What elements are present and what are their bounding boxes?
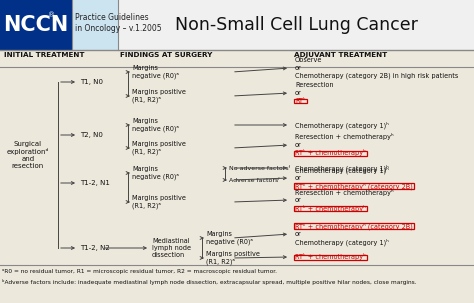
Text: Chemotherapy (category 1)ʰ: Chemotherapy (category 1)ʰ — [295, 166, 389, 174]
Text: Margins positive
(R1, R2)ᵃ: Margins positive (R1, R2)ᵃ — [132, 195, 186, 209]
Text: FINDINGS AT SURGERY: FINDINGS AT SURGERY — [120, 52, 212, 58]
Text: or: or — [295, 231, 302, 237]
Text: T1, N0: T1, N0 — [80, 79, 103, 85]
Text: or: or — [295, 90, 302, 96]
Text: or: or — [295, 142, 302, 148]
Text: T2, N0: T2, N0 — [80, 132, 103, 138]
Text: Margins
negative (R0)ᵃ: Margins negative (R0)ᵃ — [132, 65, 179, 79]
Text: Margins positive
(R1, R2)ᵃ: Margins positive (R1, R2)ᵃ — [132, 141, 186, 155]
Text: or: or — [295, 175, 302, 181]
Text: Margins
negative (R0)ᵃ: Margins negative (R0)ᵃ — [132, 166, 179, 180]
Text: RTᵏ + chemotherapyʰ (category 2B): RTᵏ + chemotherapyʰ (category 2B) — [295, 182, 413, 190]
Text: Margins positive
(R1, R2)ᵃ: Margins positive (R1, R2)ᵃ — [132, 89, 186, 103]
Text: INITIAL TREATMENT: INITIAL TREATMENT — [4, 52, 84, 58]
Text: Non-Small Cell Lung Cancer: Non-Small Cell Lung Cancer — [174, 16, 418, 34]
Text: Margins
negative (R0)ᵃ: Margins negative (R0)ᵃ — [132, 118, 179, 132]
Bar — [72, 0, 118, 50]
Text: Practice Guidelines
in Oncology – v.1.2005: Practice Guidelines in Oncology – v.1.20… — [75, 13, 162, 33]
Text: RTᵏ + chemotherapyʰ: RTᵏ + chemotherapyʰ — [295, 205, 366, 211]
Text: or: or — [295, 197, 302, 203]
Bar — [0, 0, 72, 50]
Text: Chemotherapy (category 1)ʰ: Chemotherapy (category 1)ʰ — [295, 121, 389, 129]
Text: Mediastinal
lymph node
dissection: Mediastinal lymph node dissection — [152, 238, 191, 258]
Text: Observe: Observe — [295, 57, 322, 63]
Text: Chemotherapy (category 1)ʰ: Chemotherapy (category 1)ʰ — [295, 164, 389, 172]
Text: Surgical
explorationᵈ
and
resection: Surgical explorationᵈ and resection — [7, 141, 49, 169]
Bar — [294, 183, 414, 189]
Bar — [294, 151, 367, 155]
Text: or: or — [295, 65, 302, 71]
Text: RTᵏ + chemotherapyʰ (category 2B): RTᵏ + chemotherapyʰ (category 2B) — [295, 222, 413, 230]
Text: ᵃR0 = no residual tumor, R1 = microscopic residual tumor, R2 = macroscopic resid: ᵃR0 = no residual tumor, R1 = microscopi… — [2, 269, 277, 274]
Text: Margins positive
(R1, R2)ᵃ: Margins positive (R1, R2)ᵃ — [206, 251, 260, 265]
Bar — [294, 205, 367, 211]
Text: RTᵏ + chemotherapyʰ: RTᵏ + chemotherapyʰ — [295, 149, 366, 157]
Bar — [294, 255, 367, 259]
Text: ᵇAdverse factors include: inadequate mediastinal lymph node dissection, extracap: ᵇAdverse factors include: inadequate med… — [2, 279, 417, 285]
Bar — [294, 99, 307, 103]
Text: Margins
negative (R0)ᵃ: Margins negative (R0)ᵃ — [206, 231, 253, 245]
Text: Reresection: Reresection — [295, 82, 334, 88]
Bar — [118, 0, 474, 50]
Text: No adverse factorsᶠ: No adverse factorsᶠ — [229, 165, 291, 171]
Bar — [294, 223, 414, 229]
Text: RTᵏ: RTᵏ — [295, 98, 306, 104]
Text: Chemotherapy (category 2B) in high risk patients: Chemotherapy (category 2B) in high risk … — [295, 73, 458, 79]
Text: Adverse factorsᶠ: Adverse factorsᶠ — [229, 178, 280, 182]
Text: RTᵏ + chemotherapyʰ: RTᵏ + chemotherapyʰ — [295, 254, 366, 261]
Text: NCCN: NCCN — [3, 15, 69, 35]
Text: ®: ® — [48, 12, 55, 18]
Text: Chemotherapy (category 1)ʰ: Chemotherapy (category 1)ʰ — [295, 238, 389, 246]
Text: Reresection + chemotherapyʰ: Reresection + chemotherapyʰ — [295, 188, 393, 195]
Text: Reresection + chemotherapyʰ: Reresection + chemotherapyʰ — [295, 134, 393, 141]
Text: T1-2, N1: T1-2, N1 — [80, 180, 110, 186]
Text: T1-2, N2: T1-2, N2 — [80, 245, 110, 251]
Text: ADJUVANT TREATMENT: ADJUVANT TREATMENT — [294, 52, 387, 58]
